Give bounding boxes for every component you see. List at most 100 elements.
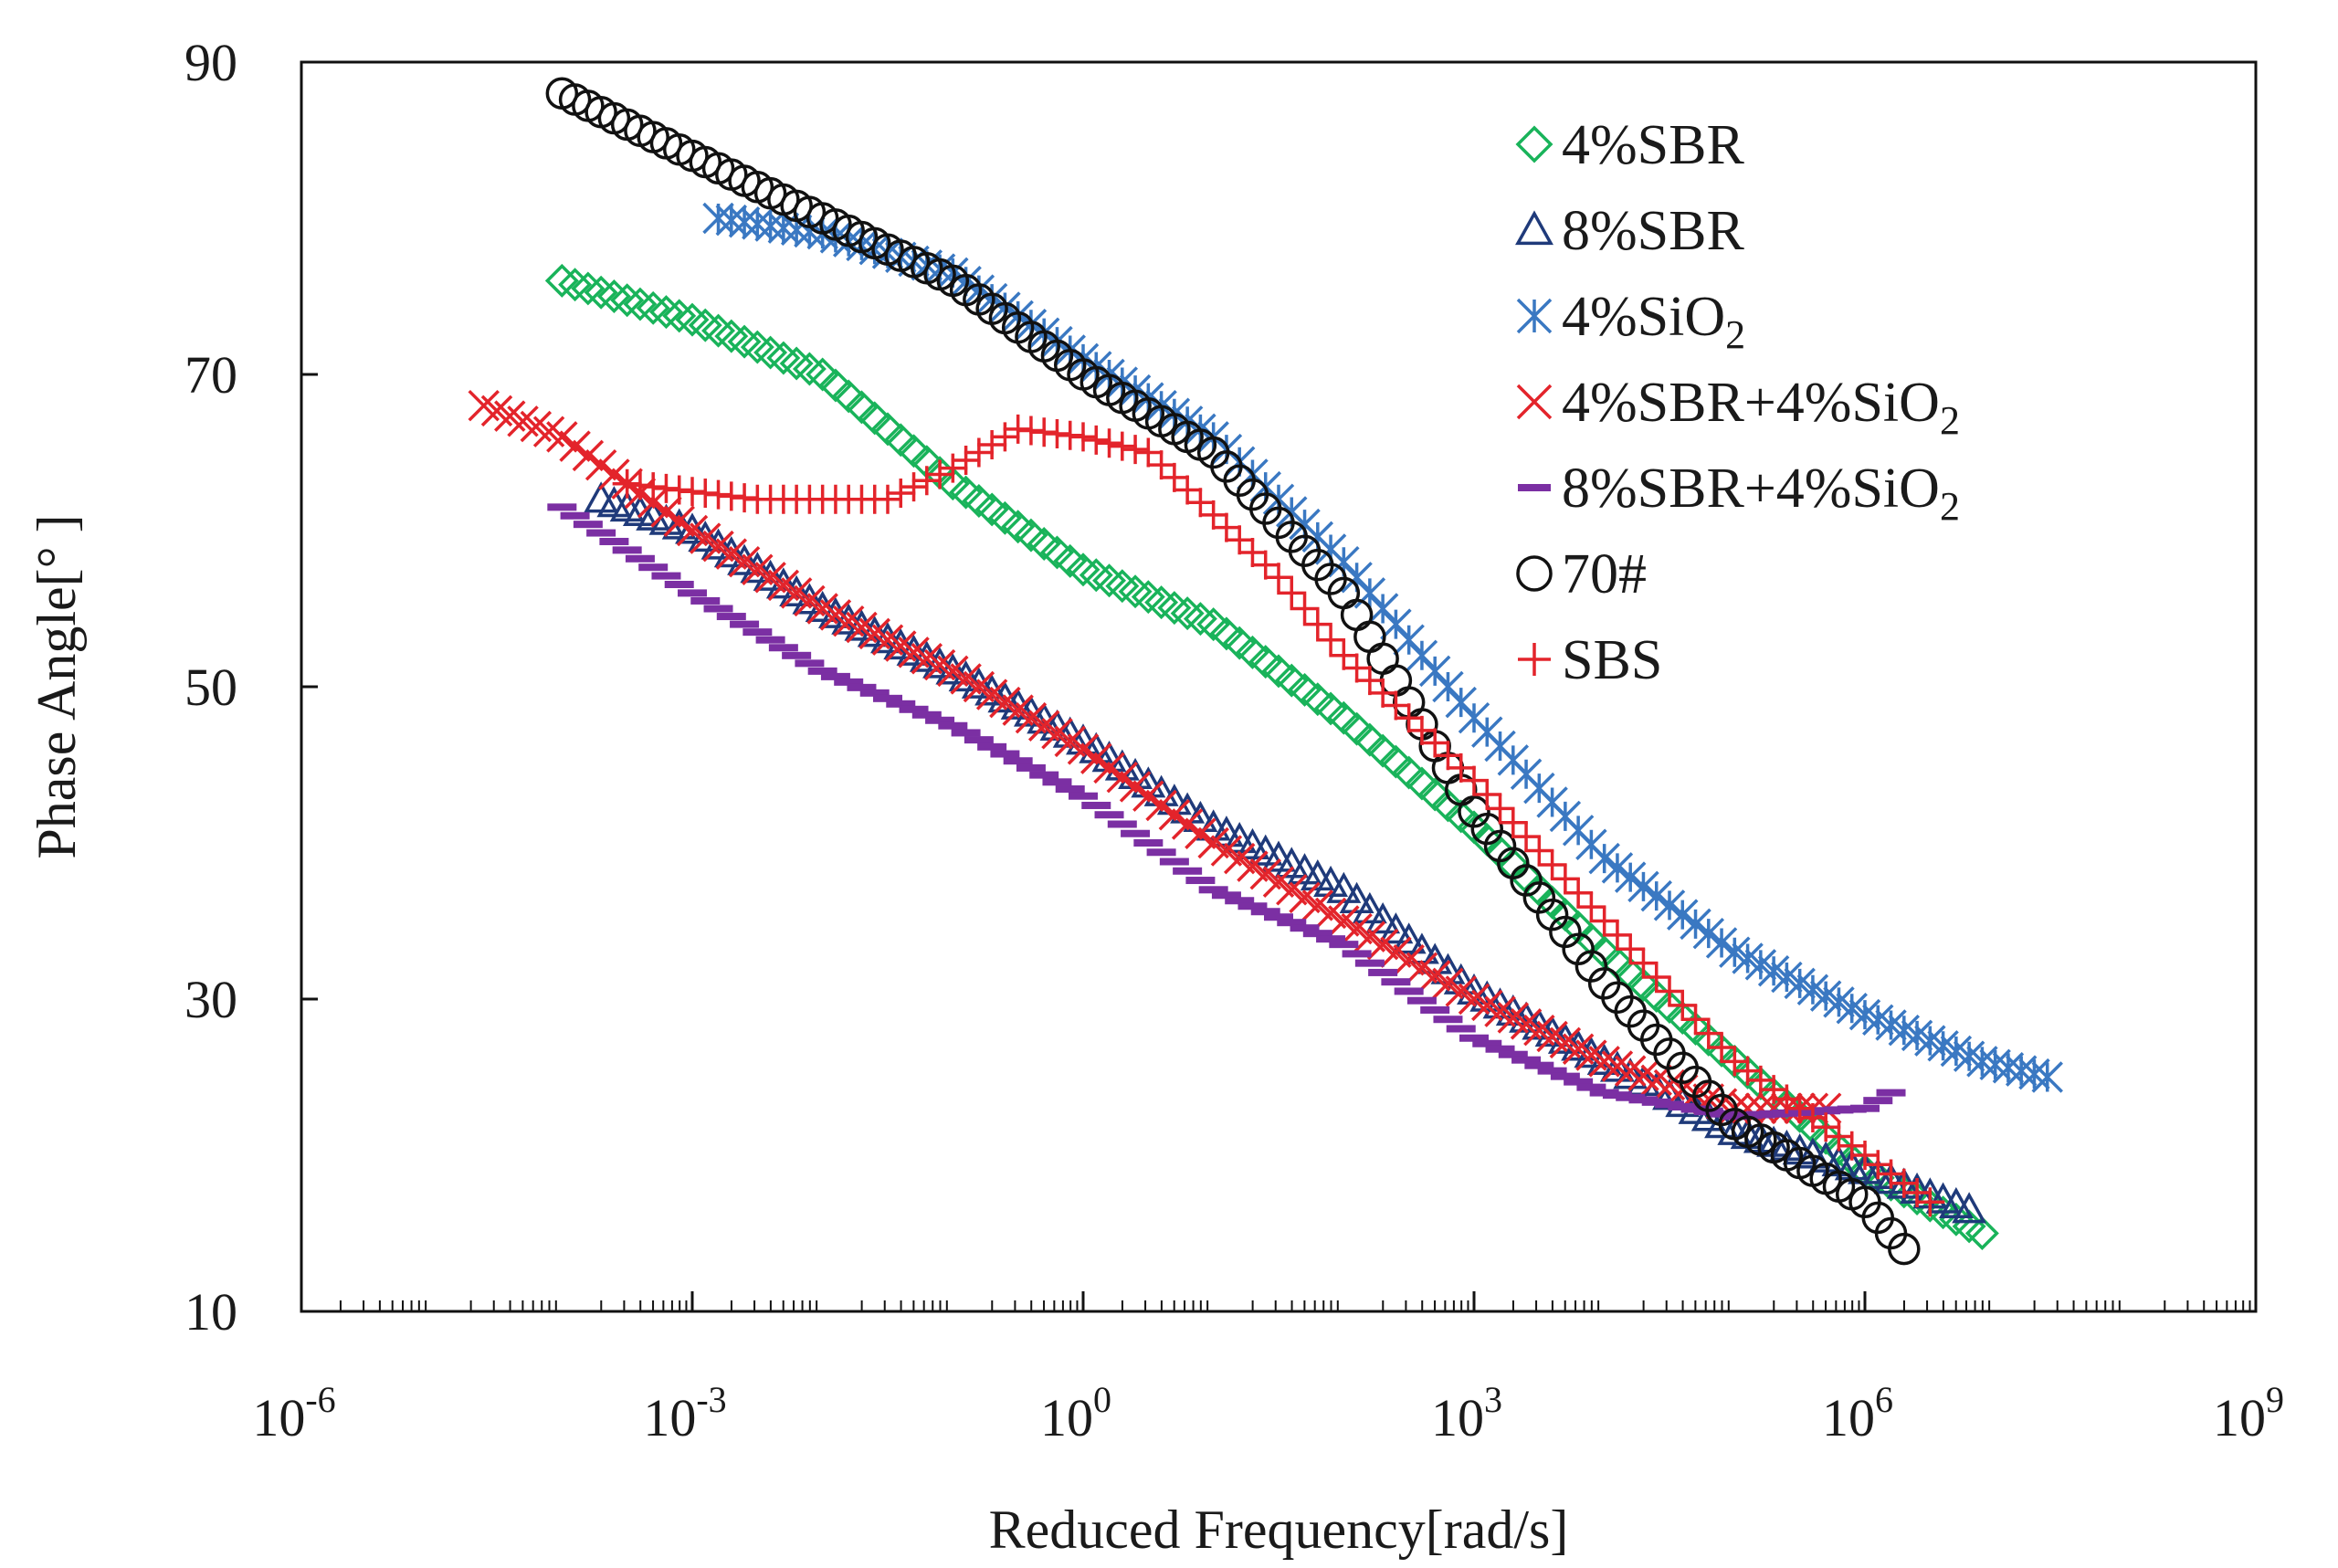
data-point-dash	[795, 659, 825, 668]
data-point-plus	[1290, 594, 1320, 624]
data-point-x	[1067, 733, 1100, 765]
y-tick-label: 70	[184, 345, 237, 405]
data-point-triangle	[1261, 840, 1296, 872]
legend-label-main: 8%SBR	[1562, 200, 1744, 262]
data-point-dash	[1446, 1025, 1476, 1033]
data-point-x	[584, 448, 617, 481]
data-point-dash	[1146, 848, 1176, 857]
data-point-dash	[1055, 785, 1085, 794]
data-point-asterisk	[1588, 842, 1620, 875]
data-point-plus	[964, 437, 994, 468]
data-point-plus	[1264, 563, 1293, 593]
data-point-plus	[886, 478, 916, 508]
data-point-plus	[1602, 920, 1632, 950]
data-point-dash	[1518, 484, 1551, 491]
data-point-asterisk	[1680, 908, 1711, 941]
x-axis-ticks: 10-6 10-3 100 103 106 109	[252, 1291, 2284, 1447]
data-point-plus	[1121, 435, 1151, 465]
legend-label-main: 8%SBR+4%SiO	[1562, 458, 1940, 520]
data-point-dash	[1003, 757, 1033, 765]
data-point-diamond	[571, 271, 606, 306]
data-point-x	[1185, 817, 1216, 849]
data-point-dash	[1121, 829, 1151, 837]
data-point-dash	[1094, 811, 1124, 819]
x-tick-label: 106	[1822, 1379, 1893, 1447]
data-point-plus	[1420, 728, 1450, 758]
data-point-dash	[1198, 886, 1228, 894]
data-point-plus	[1081, 425, 1111, 455]
data-point-x	[1132, 780, 1164, 812]
data-point-diamond	[662, 299, 697, 333]
legend: 4%SBR8%SBR4%SiO24%SBR+4%SiO28%SBR+4%SiO2…	[1515, 114, 1960, 691]
data-point-asterisk	[1393, 624, 1425, 656]
data-point-triangle	[1365, 902, 1401, 934]
data-point-asterisk	[1445, 686, 1477, 719]
data-point-asterisk	[1406, 639, 1438, 672]
data-point-dash	[690, 596, 721, 605]
data-point-dash	[1016, 763, 1046, 772]
data-point-dash	[1394, 987, 1424, 995]
data-point-plus	[1173, 475, 1203, 505]
data-point-asterisk	[2031, 1061, 2063, 1093]
data-point-asterisk	[1432, 670, 1464, 703]
data-point-plus	[1472, 779, 1502, 809]
data-point-dash	[807, 667, 837, 675]
x-tick-base: 10	[1431, 1388, 1484, 1447]
data-point-dash	[782, 651, 812, 659]
data-point-x	[546, 421, 578, 453]
data-point-asterisk	[1366, 593, 1399, 625]
data-point-diamond	[1196, 607, 1231, 642]
data-point-triangle	[1352, 891, 1387, 924]
data-point-plus	[899, 472, 929, 502]
series-5	[545, 77, 1921, 1266]
data-point-diamond	[1964, 1216, 1999, 1250]
data-point-circle	[1888, 1232, 1921, 1266]
data-point-dash	[820, 672, 850, 680]
data-point-dash	[925, 716, 955, 724]
legend-label-main: 4%SBR	[1562, 114, 1744, 176]
data-point-dash	[1042, 778, 1072, 786]
data-point-dash	[664, 580, 694, 588]
data-point-dash	[716, 613, 746, 621]
data-point-dash	[1498, 1050, 1528, 1058]
y-axis-title: Phase Angle[° ]	[26, 514, 87, 858]
data-point-dash	[1290, 924, 1320, 932]
y-tick-label: 90	[184, 33, 237, 92]
y-tick-label: 10	[184, 1282, 237, 1342]
series-layer	[468, 77, 2063, 1266]
data-point-plus	[1564, 878, 1594, 908]
data-point-triangle	[1235, 827, 1270, 859]
data-point-dash	[1250, 908, 1280, 916]
x-tick-exponent: -6	[305, 1379, 335, 1420]
data-point-plus	[1668, 990, 1698, 1020]
data-point-dash	[1511, 1056, 1542, 1064]
data-point-dash	[1185, 877, 1216, 885]
data-point-diamond	[648, 295, 683, 330]
data-point-dash	[1081, 801, 1111, 809]
data-point-dash	[1277, 919, 1307, 927]
data-point-triangle	[1547, 1022, 1583, 1054]
data-point-x	[1158, 798, 1191, 831]
data-point-plus	[1707, 1033, 1737, 1063]
data-point-asterisk	[1353, 577, 1386, 609]
x-minor-ticks	[339, 1300, 2251, 1311]
data-point-plus	[1225, 525, 1255, 555]
legend-label: 4%SBR+4%SiO2	[1562, 372, 1960, 443]
legend-label: 8%SBR+4%SiO2	[1562, 458, 1960, 529]
data-point-diamond	[636, 290, 670, 325]
data-point-plus	[1159, 462, 1189, 492]
x-tick-label: 10-3	[643, 1379, 726, 1447]
data-point-dash	[651, 572, 681, 580]
x-tick-base: 10	[1822, 1388, 1875, 1447]
data-point-dash	[1524, 1061, 1554, 1069]
data-point-plus	[1329, 640, 1359, 670]
data-point-diamond	[1235, 635, 1269, 669]
legend-label-main: SBS	[1562, 629, 1662, 691]
legend-label-subscript: 2	[1940, 484, 1960, 529]
data-point-triangle	[987, 681, 1023, 713]
data-point-plus	[1133, 437, 1164, 468]
data-point-dash	[730, 620, 760, 628]
x-tick-label: 10-6	[252, 1379, 335, 1447]
data-point-plus	[1511, 822, 1542, 852]
data-point-plus	[1550, 864, 1580, 894]
